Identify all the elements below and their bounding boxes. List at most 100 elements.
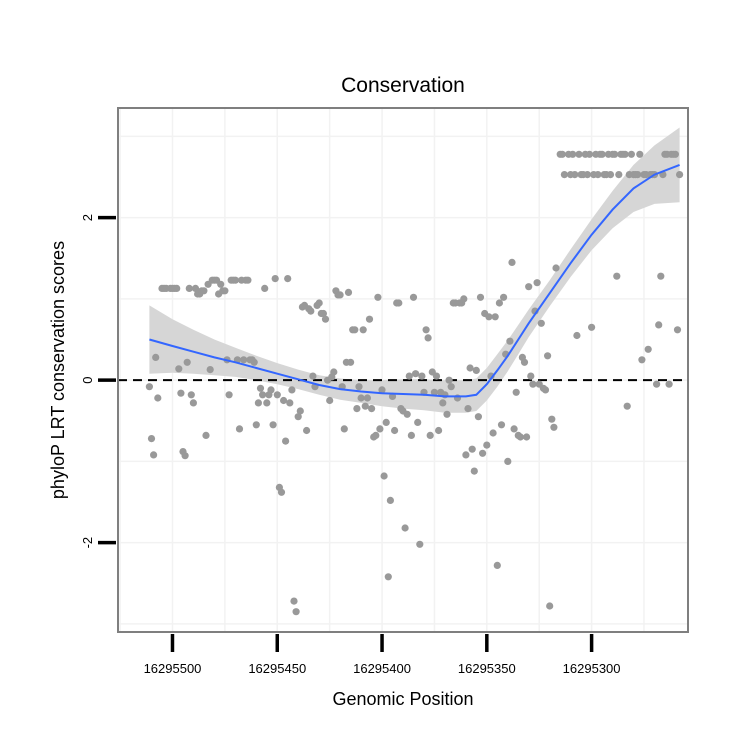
data-point — [657, 272, 665, 280]
data-point — [284, 275, 292, 283]
data-point — [303, 426, 311, 435]
data-point — [476, 293, 485, 301]
data-point — [491, 313, 499, 321]
data-point — [357, 394, 365, 402]
x-axis: 16295500 16295450 16295400 16295350 16295300 — [144, 634, 621, 676]
data-point — [470, 467, 478, 475]
data-point — [372, 431, 380, 439]
data-point — [347, 358, 355, 366]
data-point — [541, 386, 550, 394]
data-point — [671, 150, 680, 158]
data-point — [407, 431, 415, 439]
data-point — [472, 366, 480, 374]
data-point — [495, 299, 503, 307]
data-point — [636, 150, 644, 158]
x-axis-title: Genomic Position — [332, 689, 473, 709]
data-point — [525, 283, 533, 291]
chart-title: Conservation — [341, 74, 465, 97]
data-point — [152, 353, 160, 361]
data-point — [611, 150, 619, 158]
data-point — [432, 372, 441, 380]
data-point — [445, 376, 453, 384]
data-point — [558, 150, 566, 158]
data-point — [665, 380, 673, 388]
data-point — [269, 421, 277, 429]
data-point — [353, 405, 361, 413]
data-point — [500, 293, 508, 301]
data-point — [378, 386, 386, 394]
data-point — [585, 150, 594, 158]
data-point — [621, 150, 629, 158]
data-point — [181, 452, 189, 460]
data-point — [391, 426, 399, 435]
data-point — [573, 331, 581, 340]
data-point — [277, 488, 286, 496]
data-point — [655, 321, 663, 329]
data-point — [422, 326, 430, 334]
data-point — [261, 284, 269, 292]
y-tick-label: 0 — [80, 377, 95, 384]
data-point — [571, 171, 579, 179]
data-point — [336, 291, 344, 299]
data-point — [583, 171, 592, 179]
data-point — [202, 431, 210, 439]
data-point — [416, 540, 424, 548]
data-point — [187, 391, 195, 399]
data-point — [244, 276, 252, 284]
data-point — [588, 323, 596, 331]
data-point — [497, 421, 506, 429]
data-point — [321, 315, 330, 323]
data-point — [516, 433, 525, 441]
data-point — [560, 171, 569, 179]
data-point — [439, 399, 447, 407]
data-point — [409, 293, 418, 301]
data-point — [615, 171, 623, 179]
data-point — [533, 279, 541, 287]
data-point — [405, 372, 413, 380]
data-point — [315, 299, 323, 307]
data-point — [252, 421, 260, 429]
data-point — [256, 384, 265, 392]
data-point — [489, 429, 497, 437]
data-point — [506, 337, 514, 345]
data-point — [319, 309, 327, 318]
data-point — [598, 150, 606, 158]
data-point — [380, 472, 388, 480]
data-point — [363, 394, 371, 402]
x-tick-label: 16295500 — [144, 661, 202, 676]
data-point — [627, 150, 636, 158]
data-point — [479, 449, 487, 457]
data-point — [200, 287, 208, 295]
data-point — [147, 435, 156, 443]
data-point — [386, 496, 394, 504]
data-point — [634, 171, 642, 179]
data-point — [225, 391, 233, 399]
data-point — [653, 380, 661, 388]
data-point — [273, 391, 281, 399]
data-point — [309, 372, 317, 380]
data-point — [430, 388, 438, 396]
data-point — [546, 602, 554, 610]
data-point — [288, 386, 296, 394]
data-point — [173, 284, 181, 292]
data-point — [523, 433, 531, 441]
data-point — [263, 399, 271, 407]
data-point — [267, 386, 275, 394]
y-tick-label: 2 — [80, 214, 95, 221]
data-point — [368, 405, 376, 413]
data-point — [552, 264, 560, 272]
x-tick-label: 16295400 — [353, 661, 411, 676]
data-point — [466, 364, 474, 372]
data-point — [235, 425, 244, 433]
data-point — [351, 326, 359, 334]
data-point — [359, 326, 367, 334]
data-point — [414, 418, 422, 426]
data-point — [537, 319, 545, 327]
data-point — [330, 368, 338, 376]
data-point — [504, 457, 512, 465]
data-point — [508, 258, 516, 266]
data-point — [296, 407, 304, 415]
data-point — [548, 415, 556, 423]
data-point — [443, 410, 451, 418]
data-point — [520, 358, 529, 366]
